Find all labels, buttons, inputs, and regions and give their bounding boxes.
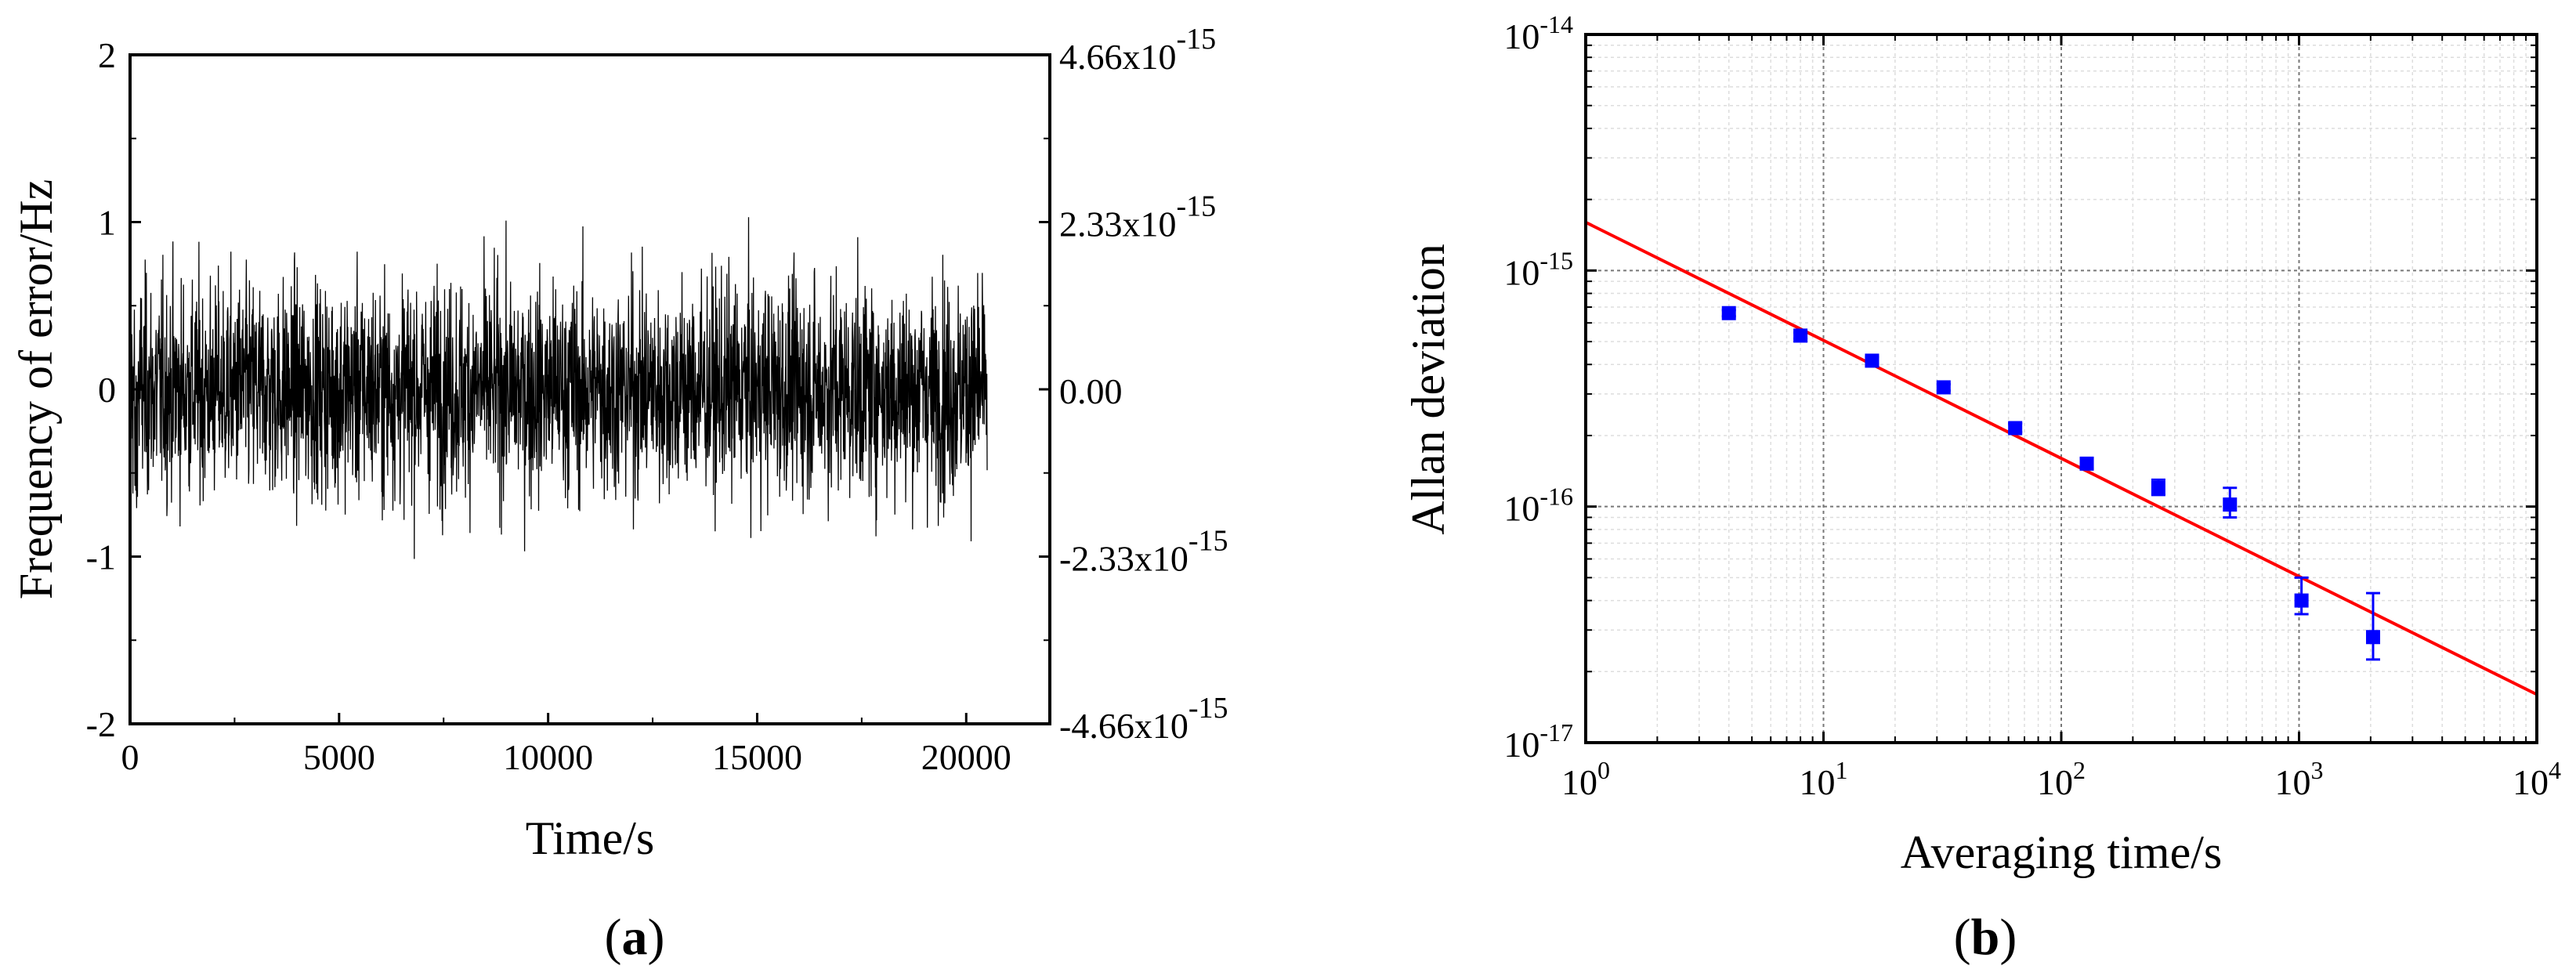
y2-tick-label-a: 2.33x10-15: [1059, 190, 1216, 244]
y-axis-title-b: Allan deviation: [1402, 244, 1454, 535]
grid-b: [1586, 34, 2537, 743]
panel-label-b: (b): [1954, 909, 2017, 966]
y-tick-label-a: -1: [86, 537, 116, 577]
data-point: [1865, 353, 1880, 368]
x-tick-label-a: 20000: [921, 737, 1011, 777]
y-tick-label-b: 10-15: [1503, 246, 1573, 292]
trace-line: [129, 217, 988, 559]
panel-label-a: (a): [605, 909, 665, 966]
x-tick-label-b: 103: [2275, 756, 2324, 802]
x-tick-label-b: 102: [2037, 756, 2086, 802]
data-point: [2008, 421, 2023, 436]
y2-tick-label-a: -2.33x10-15: [1059, 525, 1228, 579]
y2-tick-label-a: -4.66x10-15: [1059, 692, 1228, 746]
y-tick-label-a: 2: [98, 35, 116, 75]
y-tick-label-a: -2: [86, 704, 116, 744]
x-tick-label-a: 0: [121, 737, 139, 777]
x-tick-label-a: 15000: [712, 737, 802, 777]
chart-b: 100 101 102 103 104 10-17 10-16 10-15 10-14 Ave…: [1402, 10, 2561, 966]
y-tick-label-b: 10-14: [1503, 10, 1573, 56]
y-tick-label-a: 1: [98, 203, 116, 243]
fit-line: [1585, 221, 2538, 696]
time-series-trace: [129, 217, 988, 559]
x-axis-title-a: Time/s: [526, 812, 655, 864]
x-tick-label-b: 104: [2513, 756, 2561, 802]
x-axis-b: 100 101 102 103 104: [1561, 34, 2561, 802]
y-axis-title-a: Frequency of error/Hz: [10, 179, 62, 599]
x-axis-title-b: Averaging time/s: [1901, 826, 2222, 878]
x-tick-label-b: 100: [1561, 756, 1610, 802]
data-point: [1721, 306, 1736, 320]
y2-axis-a: -4.66x10-15 -2.33x10-15 0.00 2.33x10-15 4.66…: [1039, 23, 1228, 746]
x-tick-label-a: 5000: [303, 737, 375, 777]
data-point: [2079, 456, 2094, 471]
x-axis-a: 0 5000 10000 15000 20000: [121, 713, 1011, 777]
y2-tick-label-a: 0.00: [1059, 371, 1123, 411]
x-tick-label-b: 101: [1800, 756, 1848, 802]
y-axis-b: 10-17 10-16 10-15 10-14: [1503, 10, 2537, 765]
data-point: [1936, 380, 1951, 395]
y-tick-label-b: 10-17: [1503, 718, 1573, 765]
data-point: [2365, 630, 2380, 645]
fit-line-segment: [1585, 221, 2538, 696]
data-point: [2294, 593, 2309, 608]
y2-tick-label-a: 4.66x10-15: [1059, 23, 1216, 77]
chart-a: 0 5000 10000 15000 20000 -2 -1 0 1 2 -4.66x10-15…: [10, 23, 1228, 966]
data-point: [1793, 328, 1808, 343]
data-point: [2151, 480, 2165, 495]
data-point: [2223, 497, 2238, 512]
x-tick-label-a: 10000: [503, 737, 593, 777]
y-tick-label-a: 0: [98, 370, 116, 410]
y-tick-label-b: 10-16: [1503, 483, 1573, 529]
data-points: [1721, 306, 2380, 661]
y-axis-a: -2 -1 0 1 2: [86, 35, 141, 744]
